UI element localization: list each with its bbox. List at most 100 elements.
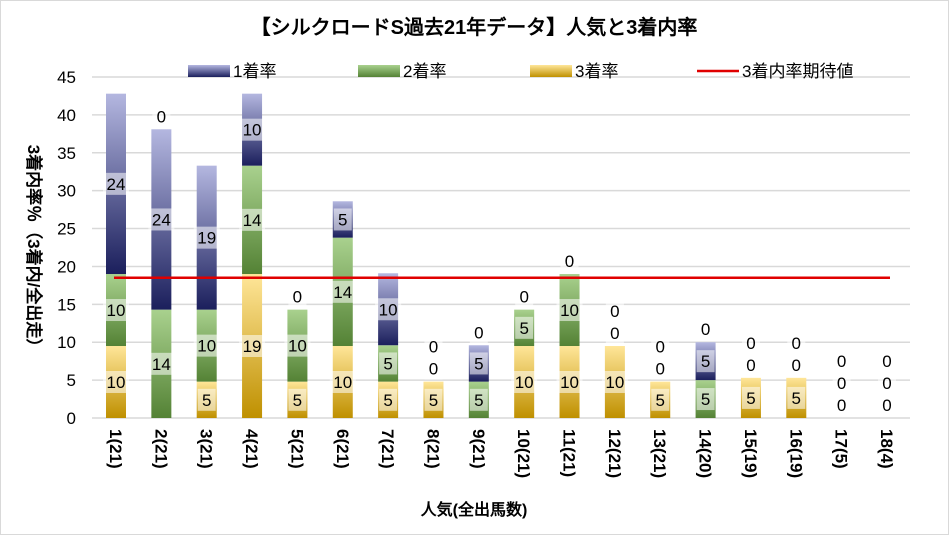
data-label-bg (197, 388, 216, 411)
data-label-bg (239, 335, 266, 358)
data-label: 0 (610, 324, 619, 343)
data-label-bg (560, 250, 579, 273)
data-label-bg (152, 105, 171, 128)
data-label-bg (832, 372, 851, 394)
data-label: 5 (293, 391, 302, 410)
data-label-bg (329, 371, 356, 394)
data-label-bg (741, 353, 760, 376)
data-label: 0 (610, 302, 619, 321)
data-label: 10 (107, 301, 126, 320)
legend-swatch (188, 65, 230, 77)
chart-title: 【シルクロードS過去21年データ】人気と3着内率 (251, 15, 698, 39)
data-label: 5 (656, 391, 665, 410)
data-label: 5 (701, 352, 710, 371)
data-label-bg (605, 322, 624, 345)
data-label-bg (329, 280, 356, 303)
data-label: 24 (107, 175, 126, 194)
data-label-bg (878, 350, 896, 372)
data-label-bg (651, 388, 670, 411)
data-label: 19 (197, 229, 216, 248)
data-label: 10 (107, 373, 126, 392)
x-tick-label: 1(21) (106, 429, 125, 469)
y-tick-label: 35 (57, 144, 76, 163)
data-label-bg (469, 388, 488, 411)
data-label-bg (511, 371, 538, 394)
x-tick-label: 16(19) (786, 429, 805, 478)
x-tick-label: 2(21) (151, 429, 170, 469)
x-tick-label: 11(21) (560, 429, 579, 477)
data-label-bg (832, 350, 851, 372)
data-label-bg (288, 388, 307, 411)
y-tick-label: 15 (57, 295, 76, 314)
data-label-bg (424, 388, 443, 411)
data-label: 10 (560, 301, 579, 320)
x-tick-label: 17(5) (832, 429, 851, 469)
legend: 1着率 2着率 3着率 3着内率期待値 (188, 62, 853, 81)
data-label: 0 (792, 334, 801, 353)
data-label-bg (515, 285, 534, 308)
data-label-bg (379, 388, 398, 411)
data-label: 0 (474, 323, 483, 342)
data-label: 0 (429, 338, 438, 357)
data-label-bg (148, 352, 175, 375)
data-label-bg (741, 386, 760, 409)
legend-label: 3着率 (575, 62, 618, 81)
data-label-bg (601, 371, 628, 394)
data-label: 14 (243, 211, 262, 230)
data-label-bg (375, 298, 402, 321)
legend-swatch (530, 65, 572, 77)
data-label: 5 (202, 391, 211, 410)
data-label-bg (193, 226, 220, 249)
data-label: 10 (605, 373, 624, 392)
data-label: 10 (243, 121, 262, 140)
data-label-bg (239, 208, 266, 231)
x-tick-label: 15(19) (741, 429, 760, 478)
data-label-bg (787, 386, 806, 409)
gridlines (92, 76, 910, 419)
data-label: 10 (333, 373, 352, 392)
data-label-bg (284, 334, 311, 357)
data-label: 0 (157, 107, 166, 126)
data-label: 5 (746, 389, 755, 408)
x-tick-label: 13(21) (650, 429, 669, 478)
data-label: 5 (792, 389, 801, 408)
data-label: 0 (837, 374, 846, 393)
data-label-bg (148, 208, 175, 231)
data-label: 0 (565, 252, 574, 271)
x-tick-label: 6(21) (333, 429, 352, 469)
y-tick-label: 5 (67, 371, 76, 390)
data-label-bg (832, 394, 851, 416)
data-label: 0 (429, 360, 438, 379)
data-labels: 10 10 24 0 14 24 5 10 19 19 14 10 5 10 0 10 14 5 5 5 10 5 0 0 0 5… (103, 105, 896, 416)
y-tick-label: 45 (57, 68, 76, 87)
x-tick-label: 7(21) (378, 429, 397, 469)
data-label-bg (696, 350, 715, 373)
y-tick-label: 40 (57, 106, 76, 125)
x-tick-label: 12(21) (605, 429, 624, 478)
x-tick-label: 10(21) (514, 429, 533, 478)
data-label: 5 (519, 319, 528, 338)
data-label-bg (741, 331, 760, 354)
data-label: 0 (746, 356, 755, 375)
x-tick-label: 4(21) (242, 429, 261, 469)
data-label: 5 (383, 354, 392, 373)
legend-label: 1着率 (233, 62, 276, 81)
x-axis-label: 人気(全出馬数) (421, 500, 528, 519)
y-tick-label: 10 (57, 333, 76, 352)
data-label: 0 (882, 396, 891, 415)
legend-label: 3着内率期待値 (742, 62, 853, 81)
y-axis-ticks: 0 5 10 15 20 25 30 35 40 45 (57, 68, 76, 428)
data-label: 0 (656, 338, 665, 357)
data-label: 10 (560, 373, 579, 392)
data-label-bg (424, 357, 443, 380)
data-label-bg (424, 335, 443, 358)
data-label-bg (288, 285, 307, 308)
data-label: 0 (293, 288, 302, 307)
data-label-bg (696, 318, 715, 341)
data-label-bg (333, 208, 352, 231)
data-label-bg (469, 321, 488, 344)
data-label-bg (651, 335, 670, 358)
data-label: 0 (701, 320, 710, 339)
y-tick-label: 25 (57, 220, 76, 239)
